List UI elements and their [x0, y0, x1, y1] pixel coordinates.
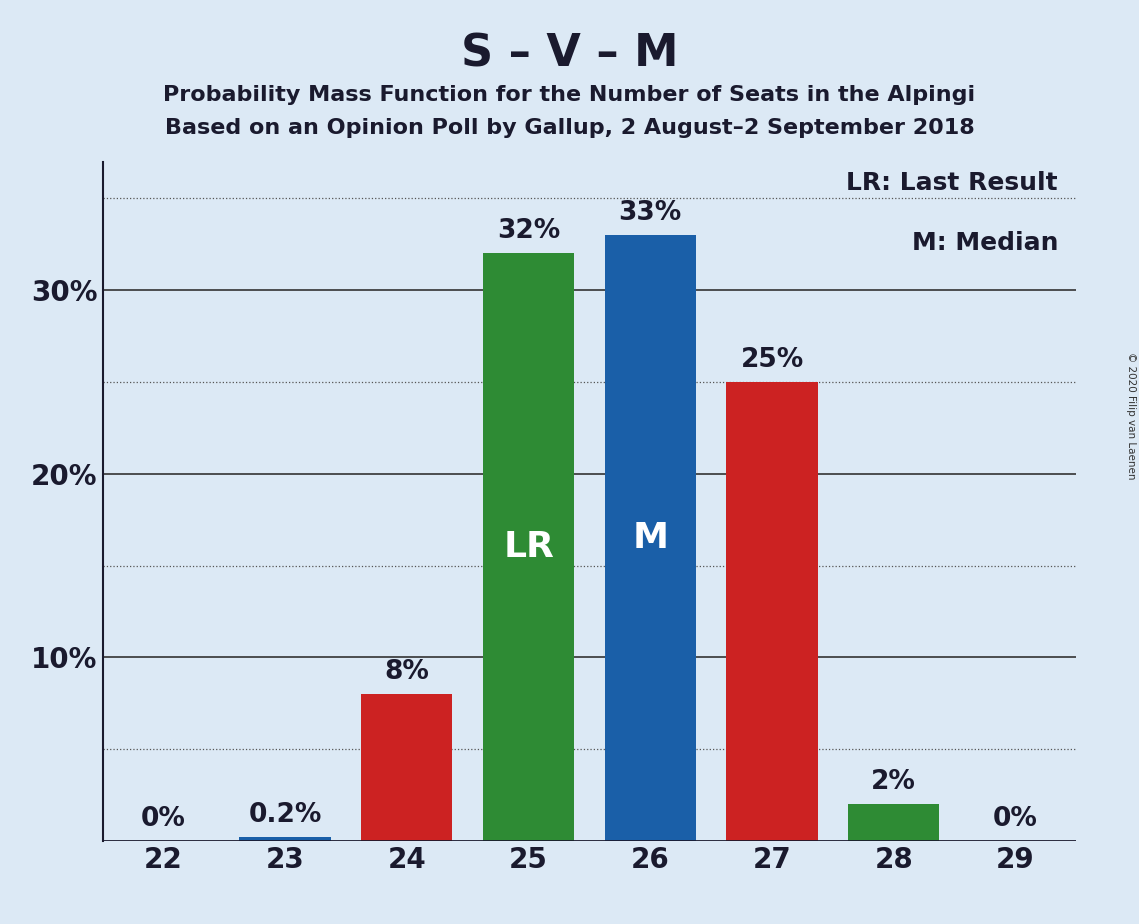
Text: S – V – M: S – V – M	[461, 32, 678, 76]
Bar	[361, 694, 452, 841]
Text: 33%: 33%	[618, 200, 682, 226]
Text: 2%: 2%	[871, 769, 916, 795]
Bar	[605, 235, 696, 841]
Text: 0%: 0%	[993, 806, 1038, 832]
Text: M: M	[632, 521, 669, 555]
Text: M: Median: M: Median	[911, 231, 1058, 255]
Text: 0.2%: 0.2%	[248, 802, 322, 828]
Text: Probability Mass Function for the Number of Seats in the Alpingi: Probability Mass Function for the Number…	[163, 85, 976, 105]
Text: Based on an Opinion Poll by Gallup, 2 August–2 September 2018: Based on an Opinion Poll by Gallup, 2 Au…	[165, 118, 974, 139]
Bar	[727, 382, 818, 841]
Text: 32%: 32%	[497, 218, 560, 244]
Bar	[849, 804, 940, 841]
Bar	[239, 837, 330, 841]
Text: 25%: 25%	[740, 346, 804, 372]
Bar	[483, 253, 574, 841]
Text: LR: Last Result: LR: Last Result	[846, 171, 1058, 195]
Text: © 2020 Filip van Laenen: © 2020 Filip van Laenen	[1126, 352, 1136, 480]
Text: 8%: 8%	[384, 659, 429, 685]
Text: LR: LR	[503, 530, 554, 565]
Text: 0%: 0%	[141, 806, 186, 832]
